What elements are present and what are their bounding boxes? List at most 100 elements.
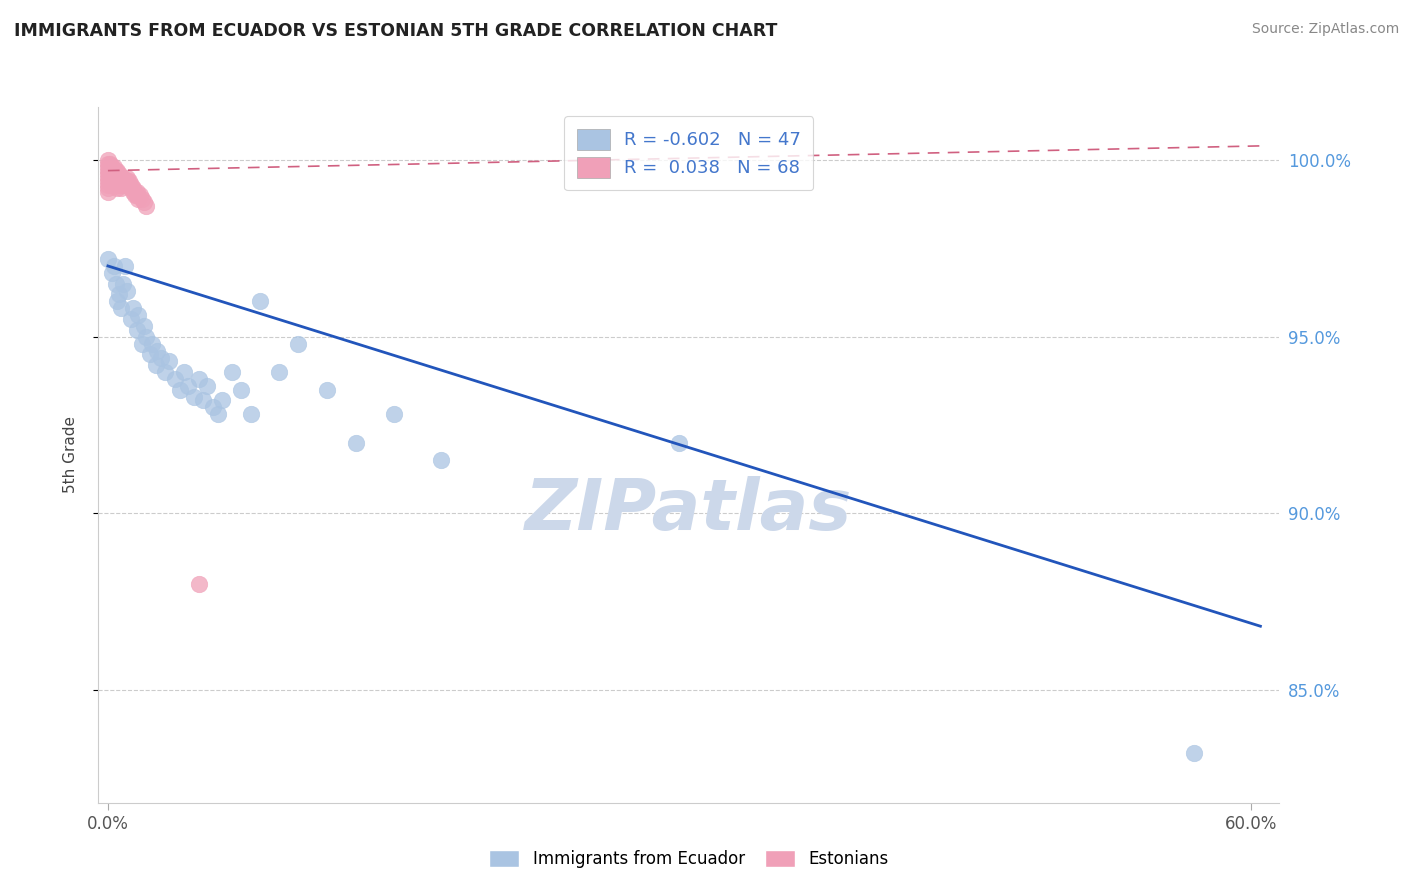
Point — [668, 435, 690, 450]
Point — [100, 178, 122, 192]
Point — [107, 167, 129, 181]
Point — [188, 372, 211, 386]
Point — [110, 174, 132, 188]
Point — [100, 163, 122, 178]
Point — [114, 259, 136, 273]
Point — [97, 181, 120, 195]
Point — [139, 347, 162, 361]
Point — [131, 336, 153, 351]
Text: IMMIGRANTS FROM ECUADOR VS ESTONIAN 5TH GRADE CORRELATION CHART: IMMIGRANTS FROM ECUADOR VS ESTONIAN 5TH … — [14, 22, 778, 40]
Point — [97, 160, 120, 174]
Point — [108, 287, 131, 301]
Point — [100, 266, 122, 280]
Point — [112, 174, 135, 188]
Point — [110, 170, 132, 185]
Point — [125, 188, 148, 202]
Point — [153, 365, 176, 379]
Point — [115, 174, 138, 188]
Point — [110, 178, 132, 192]
Point — [207, 407, 229, 421]
Point — [121, 301, 143, 316]
Point — [118, 178, 141, 192]
Point — [173, 365, 195, 379]
Point — [201, 401, 224, 415]
Point — [107, 181, 129, 195]
Point — [150, 351, 173, 365]
Text: ZIPatlas: ZIPatlas — [526, 476, 852, 545]
Point — [135, 329, 157, 343]
Point — [97, 185, 120, 199]
Point — [104, 167, 127, 181]
Point — [120, 312, 142, 326]
Point — [344, 435, 367, 450]
Point — [103, 170, 125, 185]
Point — [97, 252, 120, 266]
Point — [107, 174, 129, 188]
Point — [157, 354, 180, 368]
Point — [193, 393, 215, 408]
Point — [103, 167, 125, 181]
Point — [103, 259, 125, 273]
Point — [239, 407, 262, 421]
Point — [103, 163, 125, 178]
Point — [98, 163, 121, 178]
Point — [104, 170, 127, 185]
Point — [127, 309, 149, 323]
Point — [97, 178, 120, 192]
Point — [107, 163, 129, 178]
Point — [129, 188, 152, 202]
Point — [430, 453, 453, 467]
Point — [108, 178, 131, 192]
Point — [141, 336, 163, 351]
Point — [110, 301, 132, 316]
Point — [118, 174, 141, 188]
Point — [103, 174, 125, 188]
Point — [125, 322, 148, 336]
Point — [316, 383, 339, 397]
Point — [108, 174, 131, 188]
Point — [169, 383, 191, 397]
Point — [135, 199, 157, 213]
Y-axis label: 5th Grade: 5th Grade — [63, 417, 77, 493]
Point — [115, 170, 138, 185]
Point — [98, 167, 121, 181]
Point — [127, 192, 149, 206]
Point — [145, 358, 167, 372]
Point — [107, 170, 129, 185]
Point — [269, 365, 291, 379]
Point — [104, 277, 127, 291]
Point — [121, 185, 143, 199]
Point — [163, 372, 186, 386]
Point — [382, 407, 405, 421]
Point — [97, 153, 120, 167]
Point — [114, 178, 136, 192]
Point — [114, 174, 136, 188]
Point — [249, 294, 271, 309]
Point — [131, 192, 153, 206]
Point — [125, 185, 148, 199]
Point — [287, 336, 309, 351]
Point — [103, 160, 125, 174]
Text: Source: ZipAtlas.com: Source: ZipAtlas.com — [1251, 22, 1399, 37]
Point — [112, 277, 135, 291]
Point — [100, 160, 122, 174]
Point — [97, 174, 120, 188]
Point — [104, 174, 127, 188]
Point — [211, 393, 233, 408]
Point — [177, 379, 200, 393]
Point — [231, 383, 253, 397]
Point — [110, 181, 132, 195]
Point — [100, 174, 122, 188]
Point — [98, 160, 121, 174]
Point — [1182, 747, 1205, 761]
Point — [134, 195, 156, 210]
Point — [107, 294, 129, 309]
Point — [98, 174, 121, 188]
Point — [112, 170, 135, 185]
Point — [124, 188, 146, 202]
Point — [104, 163, 127, 178]
Point — [97, 156, 120, 170]
Point — [97, 170, 120, 185]
Point — [120, 178, 142, 192]
Point — [104, 178, 127, 192]
